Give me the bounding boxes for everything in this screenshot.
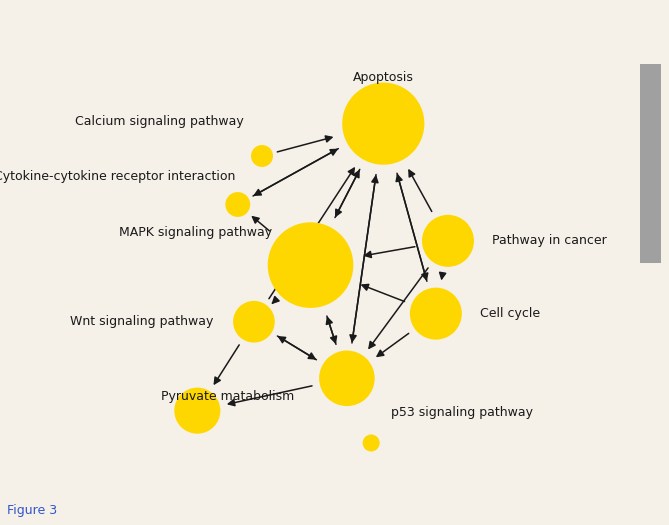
Text: Calcium signaling pathway: Calcium signaling pathway xyxy=(75,115,244,128)
Point xyxy=(232,201,243,209)
Text: Pathway in cancer: Pathway in cancer xyxy=(492,234,607,247)
Text: Figure 3: Figure 3 xyxy=(7,504,57,517)
Point xyxy=(192,406,203,415)
Text: Cytokine-cytokine receptor interaction: Cytokine-cytokine receptor interaction xyxy=(0,170,235,183)
Text: Wnt signaling pathway: Wnt signaling pathway xyxy=(70,315,213,328)
Point xyxy=(430,309,441,318)
Point xyxy=(249,318,260,326)
Text: Pyruvate matabolism: Pyruvate matabolism xyxy=(161,390,294,403)
Text: p53 signaling pathway: p53 signaling pathway xyxy=(391,406,533,419)
Point xyxy=(443,237,454,245)
Bar xyxy=(640,64,661,262)
Point xyxy=(257,152,268,160)
Text: Cell cycle: Cell cycle xyxy=(480,307,541,320)
Point xyxy=(366,439,377,447)
Point xyxy=(305,261,316,269)
Point xyxy=(378,119,389,128)
Text: Apoptosis: Apoptosis xyxy=(353,71,413,83)
Point xyxy=(342,374,353,383)
Text: MAPK signaling pathway: MAPK signaling pathway xyxy=(119,226,272,239)
